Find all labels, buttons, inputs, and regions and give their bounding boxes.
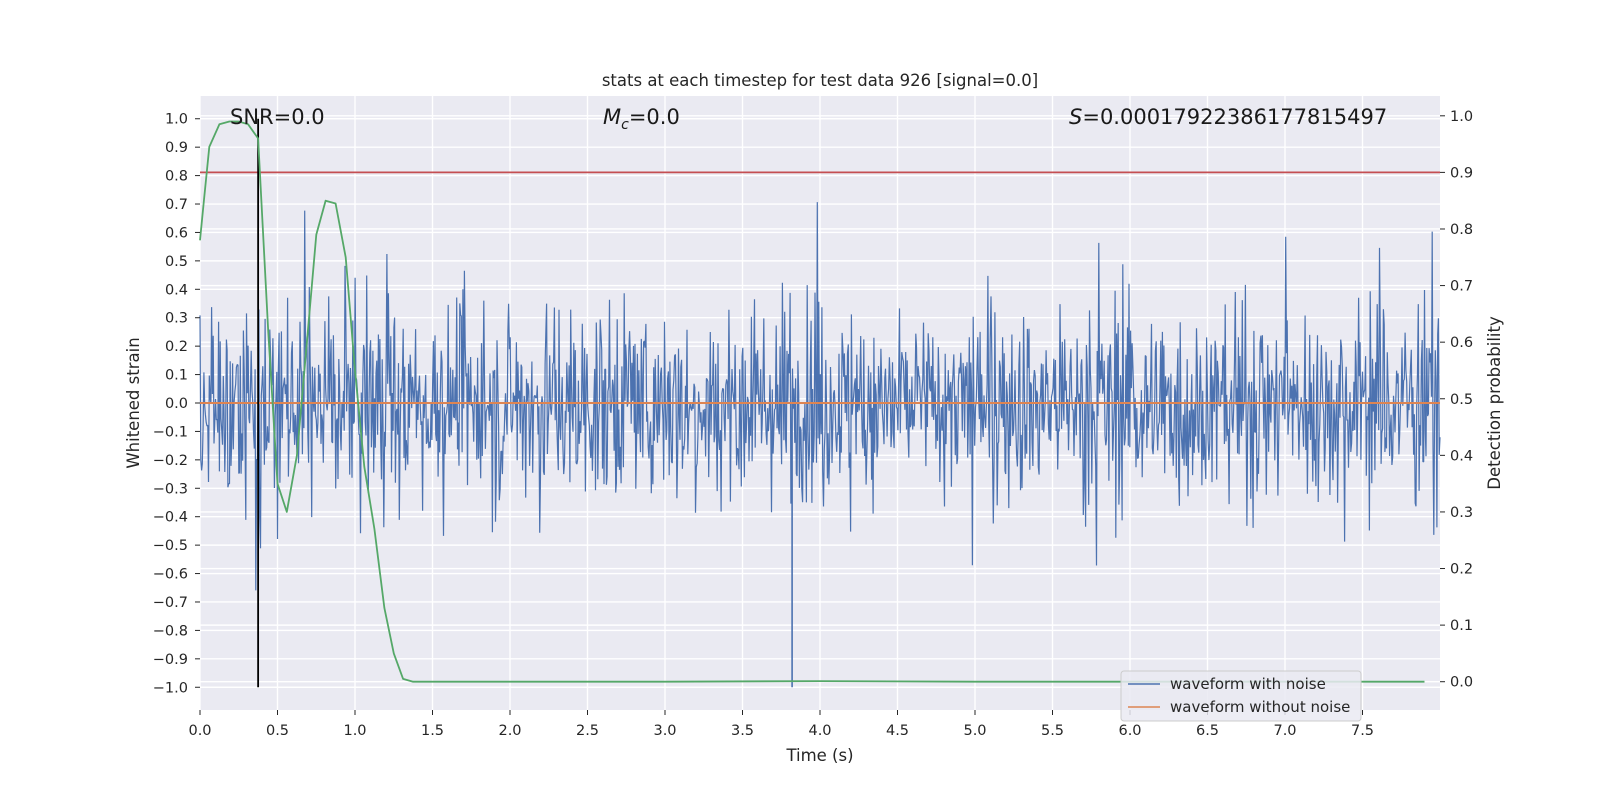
x-tick-label: 4.5 <box>886 723 909 739</box>
y-tick-label-left: 0.4 <box>165 282 188 298</box>
y-tick-label-right: 0.6 <box>1450 335 1473 351</box>
x-tick-label: 2.0 <box>498 723 521 739</box>
waveform-with-noise-series <box>199 202 1441 688</box>
y-tick-label-left: 0.0 <box>165 396 188 412</box>
y-tick-label-right: 0.9 <box>1450 165 1473 181</box>
y-tick-label-right: 1.0 <box>1450 109 1473 125</box>
legend-label-clean: waveform without noise <box>1170 698 1350 716</box>
x-tick-label: 3.5 <box>731 723 754 739</box>
y-tick-label-left: 0.7 <box>165 197 188 213</box>
x-tick-label: 0.0 <box>188 723 211 739</box>
y-tick-label-left: −0.8 <box>153 623 188 639</box>
chirp-mass-annotation: Mc=0.0 <box>603 105 680 133</box>
x-tick-label: 0.5 <box>266 723 289 739</box>
s-statistic-value: =0.00017922386177815497 <box>1082 105 1387 129</box>
overlay-lines <box>200 118 1440 688</box>
y-tick-label-left: 0.3 <box>165 311 188 327</box>
x-tick-label: 7.0 <box>1273 723 1296 739</box>
axis-ticks: 0.0 0.5 1.0 1.5 2.0 2.5 3.0 3.5 4.0 4.5 5.0 5.5 6.0 6… <box>153 109 1473 739</box>
x-tick-label: 5.5 <box>1041 723 1064 739</box>
x-tick-label: 5.0 <box>963 723 986 739</box>
y-tick-label-right: 0.4 <box>1450 448 1473 464</box>
x-tick-label: 6.0 <box>1118 723 1141 739</box>
y-tick-label-left: 0.5 <box>165 254 188 270</box>
chart-title: stats at each timestep for test data 926… <box>602 71 1038 90</box>
legend-box <box>1120 670 1362 722</box>
y-tick-label-left: 0.1 <box>165 368 188 384</box>
legend: waveform with noise waveform without noi… <box>1120 670 1362 722</box>
snr-annotation: SNR=0.0 <box>230 105 325 129</box>
y-tick-label-left: −0.9 <box>153 652 188 668</box>
x-axis-label: Time (s) <box>785 746 853 765</box>
chirp-mass-symbol: M <box>603 105 621 129</box>
y-tick-label-left: 0.2 <box>165 339 188 355</box>
detection-probability-line <box>199 120 1425 683</box>
y-tick-label-left: −0.2 <box>153 453 188 469</box>
s-statistic-annotation: S=0.00017922386177815497 <box>1069 105 1387 129</box>
x-tick-label: 3.0 <box>653 723 676 739</box>
detection-probability-series <box>199 120 1425 683</box>
y-tick-label-right: 0.8 <box>1450 222 1473 238</box>
y-tick-label-right: 0.1 <box>1450 618 1473 634</box>
noise-waveform-line <box>199 202 1441 591</box>
x-tick-label: 4.0 <box>808 723 831 739</box>
chirp-mass-subscript: c <box>621 117 629 133</box>
y-tick-label-right: 0.2 <box>1450 562 1473 578</box>
y-axis-label-right: Detection probability <box>1485 316 1504 490</box>
legend-label-noise: waveform with noise <box>1170 675 1326 693</box>
y-tick-label-left: 0.6 <box>165 225 188 241</box>
x-tick-label: 7.5 <box>1351 723 1374 739</box>
chirp-mass-value: =0.0 <box>629 105 680 129</box>
x-tick-label: 2.5 <box>576 723 599 739</box>
y-tick-label-right: 0.0 <box>1450 675 1473 691</box>
y-tick-label-right: 0.3 <box>1450 505 1473 521</box>
y-tick-label-left: 1.0 <box>165 112 188 128</box>
x-tick-label: 1.0 <box>343 723 366 739</box>
y-tick-label-left: −0.6 <box>153 567 188 583</box>
x-tick-label: 1.5 <box>421 723 444 739</box>
y-tick-label-left: −0.1 <box>153 424 188 440</box>
x-tick-label: 6.5 <box>1196 723 1219 739</box>
y-tick-label-right: 0.7 <box>1450 279 1473 295</box>
y-tick-label-left: −0.5 <box>153 538 188 554</box>
y-tick-label-left: −0.4 <box>153 510 188 526</box>
y-axis-label-left: Whitened strain <box>124 337 143 468</box>
y-tick-label-right: 0.5 <box>1450 392 1473 408</box>
y-tick-label-left: −1.0 <box>153 680 188 696</box>
y-tick-label-left: −0.7 <box>153 595 188 611</box>
y-tick-label-left: −0.3 <box>153 481 188 497</box>
y-tick-label-left: 0.8 <box>165 169 188 185</box>
y-tick-label-left: 0.9 <box>165 140 188 156</box>
s-statistic-symbol: S <box>1069 105 1082 129</box>
